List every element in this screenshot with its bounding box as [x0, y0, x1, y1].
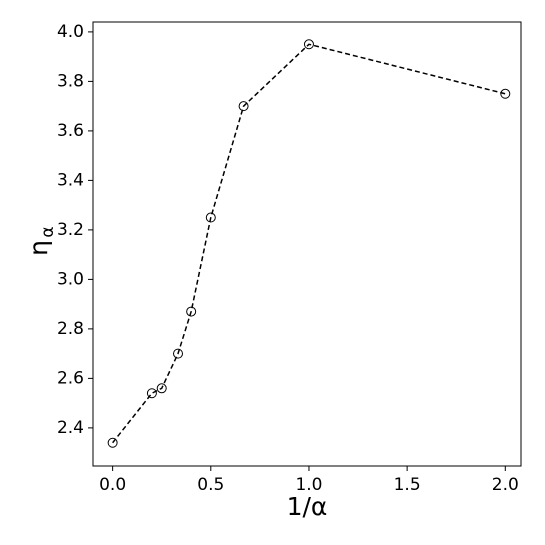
- y-tick-label: 3.4: [57, 170, 84, 190]
- y-tick-label: 2.8: [57, 319, 84, 339]
- x-tick-label: 2.0: [492, 475, 519, 495]
- data-point: [303, 39, 314, 50]
- data-point: [205, 212, 216, 223]
- y-axis-label-subscript: α: [38, 226, 58, 237]
- data-point: [500, 88, 511, 99]
- x-tick-label: 1.5: [394, 475, 421, 495]
- y-axis-label: η: [24, 240, 53, 256]
- x-tick-label: 1.0: [295, 475, 322, 495]
- data-point: [156, 383, 167, 394]
- data-point: [107, 437, 118, 448]
- y-tick-label: 2.6: [57, 368, 84, 388]
- x-axis-label: 1/α: [287, 492, 328, 521]
- y-tick-label: 3.2: [57, 220, 84, 240]
- y-tick-label: 3.6: [57, 121, 84, 141]
- x-tick-label: 0.5: [197, 475, 224, 495]
- data-point: [238, 101, 249, 112]
- data-point: [173, 348, 184, 359]
- y-tick-label: 3.8: [57, 71, 84, 91]
- series-line: [112, 43, 506, 444]
- y-tick-label: 4.0: [57, 22, 84, 42]
- data-point: [186, 306, 197, 317]
- y-tick-label: 3.0: [57, 269, 84, 289]
- plot-frame: [92, 21, 522, 467]
- x-tick-label: 0.0: [99, 475, 126, 495]
- y-tick-label: 2.4: [57, 418, 84, 438]
- data-point: [146, 388, 157, 399]
